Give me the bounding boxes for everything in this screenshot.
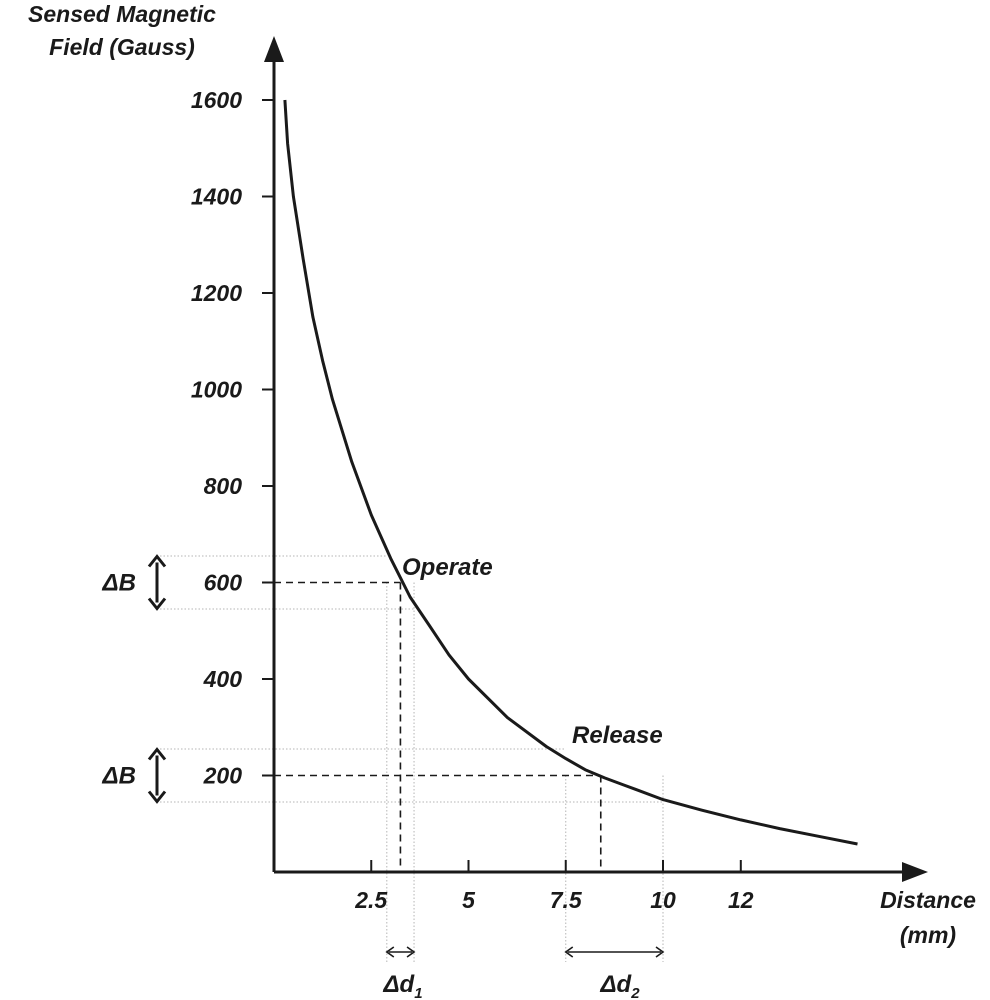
labels: 1600 1400 1200 1000 800 600 400 200 2.5 5 7.5 10 12 S… xyxy=(28,1,976,1000)
axes xyxy=(147,36,928,958)
x-axis-title-line2: (mm) xyxy=(900,922,956,948)
field-curve xyxy=(283,99,858,846)
x-tick-label: 12 xyxy=(728,887,754,913)
delta-d1-arrow-head-right xyxy=(406,946,416,958)
y-tick-label: 1000 xyxy=(191,377,242,403)
delta-b-arrow-operate-head-down xyxy=(147,597,167,611)
y-tick-label: 1200 xyxy=(191,280,242,306)
delta-b-arrow-operate-head-up xyxy=(147,554,167,568)
delta-d2-label: Δd2 xyxy=(599,971,640,1000)
delta-d1-label: Δd1 xyxy=(382,971,422,1000)
curve-layer xyxy=(283,99,858,846)
delta-b-label-operate: ΔB xyxy=(102,570,136,597)
delta-b-arrow-release-head-up xyxy=(147,747,167,761)
x-tick-label: 10 xyxy=(650,887,676,913)
y-tick-label: 200 xyxy=(203,763,243,789)
y-axis-title-line1: Sensed Magnetic xyxy=(28,1,216,27)
reference-lines xyxy=(160,555,664,962)
y-tick-label: 800 xyxy=(204,473,243,499)
delta-d1-arrow-head-left xyxy=(385,946,395,958)
y-tick-label: 400 xyxy=(203,666,243,692)
y-tick-label: 1400 xyxy=(191,184,242,210)
y-tick-label: 1600 xyxy=(191,87,242,113)
y-tick-label: 600 xyxy=(204,570,243,596)
x-axis-title-line1: Distance xyxy=(880,887,976,913)
x-tick-label: 2.5 xyxy=(354,887,388,913)
delta-d2-arrow-head-left xyxy=(564,946,574,958)
y-axis-arrowhead xyxy=(264,36,284,62)
y-axis-title-line2: Field (Gauss) xyxy=(49,34,195,60)
operate-label: Operate xyxy=(402,554,493,581)
x-axis-arrowhead xyxy=(902,862,928,882)
delta-b-label-release: ΔB xyxy=(102,763,136,790)
release-label: Release xyxy=(572,722,663,749)
delta-d2-arrow-head-right xyxy=(655,946,665,958)
x-tick-label: 5 xyxy=(462,887,476,913)
delta-b-arrow-release-head-down xyxy=(147,790,167,804)
x-tick-label: 7.5 xyxy=(550,887,583,913)
